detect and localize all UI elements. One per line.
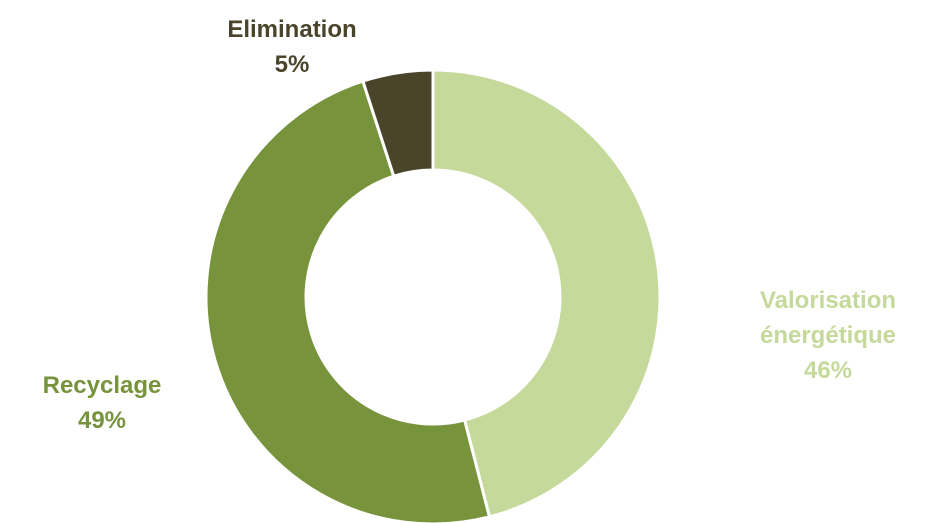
valorisation-data-label: Valorisation énergétique 46% [728,283,928,388]
valorisation-category-label-line-2: énergétique [759,322,897,349]
elimination-category-label: Elimination [227,16,357,43]
valorisation-percent-label: 46% [803,357,853,384]
elimination-data-label: Elimination 5% [192,12,392,82]
elimination-percent-label: 5% [274,51,310,78]
recyclage-category-label: Recyclage [42,372,162,399]
recyclage-percent-label: 49% [77,407,127,434]
slice-recyclage [204,79,492,523]
recyclage-data-label: Recyclage 49% [2,368,202,438]
slice-valorisation-nerg-tique [431,68,662,519]
valorisation-category-label-line-1: Valorisation [759,287,897,314]
slice-elimination [360,68,435,179]
